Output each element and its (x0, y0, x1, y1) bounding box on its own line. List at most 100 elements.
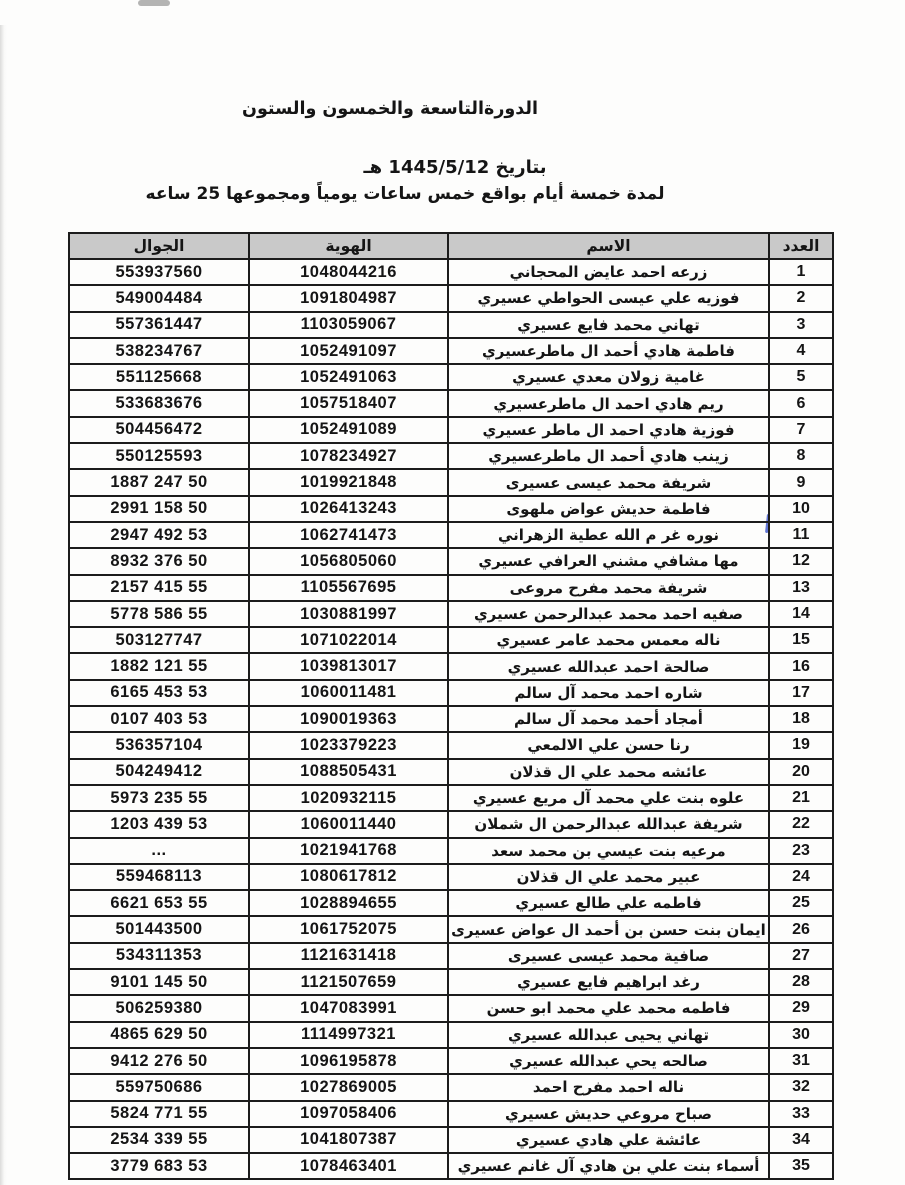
col-num: 21 (768, 783, 834, 813)
header-name: الاسم (447, 232, 770, 260)
table-row: 6 ريم هادي احمد ال ماطرعسيري 1057518407 533… (68, 389, 834, 418)
col-phone: 559750686 (68, 1073, 250, 1102)
col-num: 9 (768, 468, 834, 497)
col-id: 1060011481 (248, 678, 449, 708)
table-row: 20 عائشه محمد علي ال قذلان 1088505431 50424… (68, 757, 834, 786)
col-num: 2 (768, 284, 834, 313)
col-phone: 53 439 1203 (68, 810, 250, 839)
col-phone: 549004484 (68, 284, 250, 313)
col-num: 25 (768, 889, 834, 918)
col-phone: 504249412 (68, 757, 250, 786)
col-phone: 55 339 2534 (68, 1125, 250, 1155)
col-id: 1071022014 (248, 626, 449, 655)
col-name: غامية زولان معدي عسيري (447, 363, 770, 392)
col-num: 18 (768, 705, 834, 734)
col-phone: 536357104 (68, 731, 250, 760)
table-row: 19 رنا حسن علي الالمعي 1023379223 536357104 (68, 731, 834, 760)
col-phone: 55 121 1882 (68, 652, 250, 681)
col-name: صفيه احمد محمد عبدالرحمن عسيري (447, 599, 770, 629)
col-id: 1023379223 (248, 731, 449, 760)
col-name: ناله معمس محمد عامر عسيري (447, 626, 770, 655)
col-name: صافية محمد عيسى عسيرى (447, 941, 770, 971)
col-name: صالحة احمد عبدالله عسيري (447, 652, 770, 681)
table-row: 18 أمجاد أحمد محمد آل سالم 1090019363 53 40… (68, 705, 834, 734)
col-id: 1057518407 (248, 389, 449, 418)
col-id: 1080617812 (248, 862, 449, 892)
table-row: 26 ايمان بنت حسن بن أحمد ال عواض عسيرى 106… (68, 915, 834, 944)
header-id: الهوية (248, 232, 449, 260)
col-phone: 55 586 5778 (68, 599, 250, 629)
col-phone: 50 158 2991 (68, 494, 250, 523)
col-phone: 538234767 (68, 336, 250, 366)
col-num: 4 (768, 336, 834, 366)
col-id: 1048044216 (248, 257, 449, 287)
table-row: 9 شريفة محمد عيسى عسيرى 1019921848 50 247 1… (68, 468, 834, 497)
col-num: 34 (768, 1125, 834, 1155)
col-num: 32 (768, 1073, 834, 1102)
col-num: 26 (768, 915, 834, 944)
col-num: 33 (768, 1099, 834, 1128)
col-num: 20 (768, 757, 834, 786)
table-row: 12 مها مشافي مشني العرافي عسيري 1056805060… (68, 547, 834, 576)
col-name: أمجاد أحمد محمد آل سالم (447, 705, 770, 734)
table-row: 27 صافية محمد عيسى عسيرى 1121631418 5343113… (68, 941, 834, 971)
col-id: 1047083991 (248, 994, 449, 1023)
col-id: 1105567695 (248, 573, 449, 602)
col-name: شريفة محمد مفرح مروعى (447, 573, 770, 602)
col-name: تهاني محمد فايع عسيري (447, 310, 770, 339)
table-row: 8 زينب هادي أحمد ال ماطرعسيري 1078234927 55… (68, 442, 834, 471)
col-name: فوزيه علي عيسى الحواطي عسيري (447, 284, 770, 313)
col-id: 1019921848 (248, 468, 449, 497)
col-num: 5 (768, 363, 834, 392)
col-num: 16 (768, 652, 834, 681)
col-num: 3 (768, 310, 834, 339)
col-name: مرعيه بنت عيسي بن محمد سعد (447, 836, 770, 865)
col-num: 23 (768, 836, 834, 865)
col-phone: 55 771 5824 (68, 1099, 250, 1128)
col-phone: 50 629 4865 (68, 1020, 250, 1049)
col-id: 1121631418 (248, 941, 449, 971)
col-phone: 533683676 (68, 389, 250, 418)
col-name: ريم هادي احمد ال ماطرعسيري (447, 389, 770, 418)
col-id: 1020932115 (248, 783, 449, 813)
col-num: 15 (768, 626, 834, 655)
col-num: 30 (768, 1020, 834, 1049)
table-row: 25 فاطمه علي طالع عسيري 1028894655 55 653 6… (68, 889, 834, 918)
col-num: 31 (768, 1046, 834, 1076)
table-row: 33 صباح مروعي حديش عسيري 1097058406 55 771 … (68, 1099, 834, 1128)
table-row: 3 تهاني محمد فايع عسيري 1103059067 55736144… (68, 310, 834, 339)
col-phone: 504456472 (68, 415, 250, 445)
table-row: 16 صالحة احمد عبدالله عسيري 1039813017 55 1… (68, 652, 834, 681)
col-name: عبير محمد علي ال قذلان (447, 862, 770, 892)
col-name: عائشة علي هادي عسيري (447, 1125, 770, 1155)
col-name: شريفة محمد عيسى عسيرى (447, 468, 770, 497)
col-id: 1091804987 (248, 284, 449, 313)
table-row: 4 فاطمة هادي أحمد ال ماطرعسيري 1052491097 5… (68, 336, 834, 366)
col-phone: 503127747 (68, 626, 250, 655)
col-id: 1090019363 (248, 705, 449, 734)
col-phone: 55 415 2157 (68, 573, 250, 602)
table-header-row: العدد الاسم الهوية الجوال (68, 232, 834, 260)
col-num: 14 (768, 599, 834, 629)
table-row: 1 زرعه احمد عايض المحجاني 1048044216 553937… (68, 257, 834, 287)
table-row: 11 نوره غر م الله عطية الزهراني 1062741473… (68, 520, 834, 550)
col-num: 19 (768, 731, 834, 760)
col-id: 1028894655 (248, 889, 449, 918)
col-name: فاطمه علي طالع عسيري (447, 889, 770, 918)
col-name: فاطمة حديش عواض ملهوى (447, 494, 770, 523)
col-id: 1103059067 (248, 310, 449, 339)
col-name: نوره غر م الله عطية الزهراني (447, 520, 770, 550)
col-id: 1026413243 (248, 494, 449, 523)
col-name: فاطمة هادي أحمد ال ماطرعسيري (447, 336, 770, 366)
col-id: 1060011440 (248, 810, 449, 839)
table-row: 31 صالحه يحي عبدالله عسيري 1096195878 50 27… (68, 1046, 834, 1076)
table-row: 5 غامية زولان معدي عسيري 1052491063 5511256… (68, 363, 834, 392)
col-phone: 551125668 (68, 363, 250, 392)
col-name: صالحه يحي عبدالله عسيري (447, 1046, 770, 1076)
col-id: 1061752075 (248, 915, 449, 944)
col-name: ناله احمد مفرح احمد (447, 1073, 770, 1102)
col-id: 1078463401 (248, 1152, 449, 1181)
col-id: 1056805060 (248, 547, 449, 576)
col-id: 1027869005 (248, 1073, 449, 1102)
